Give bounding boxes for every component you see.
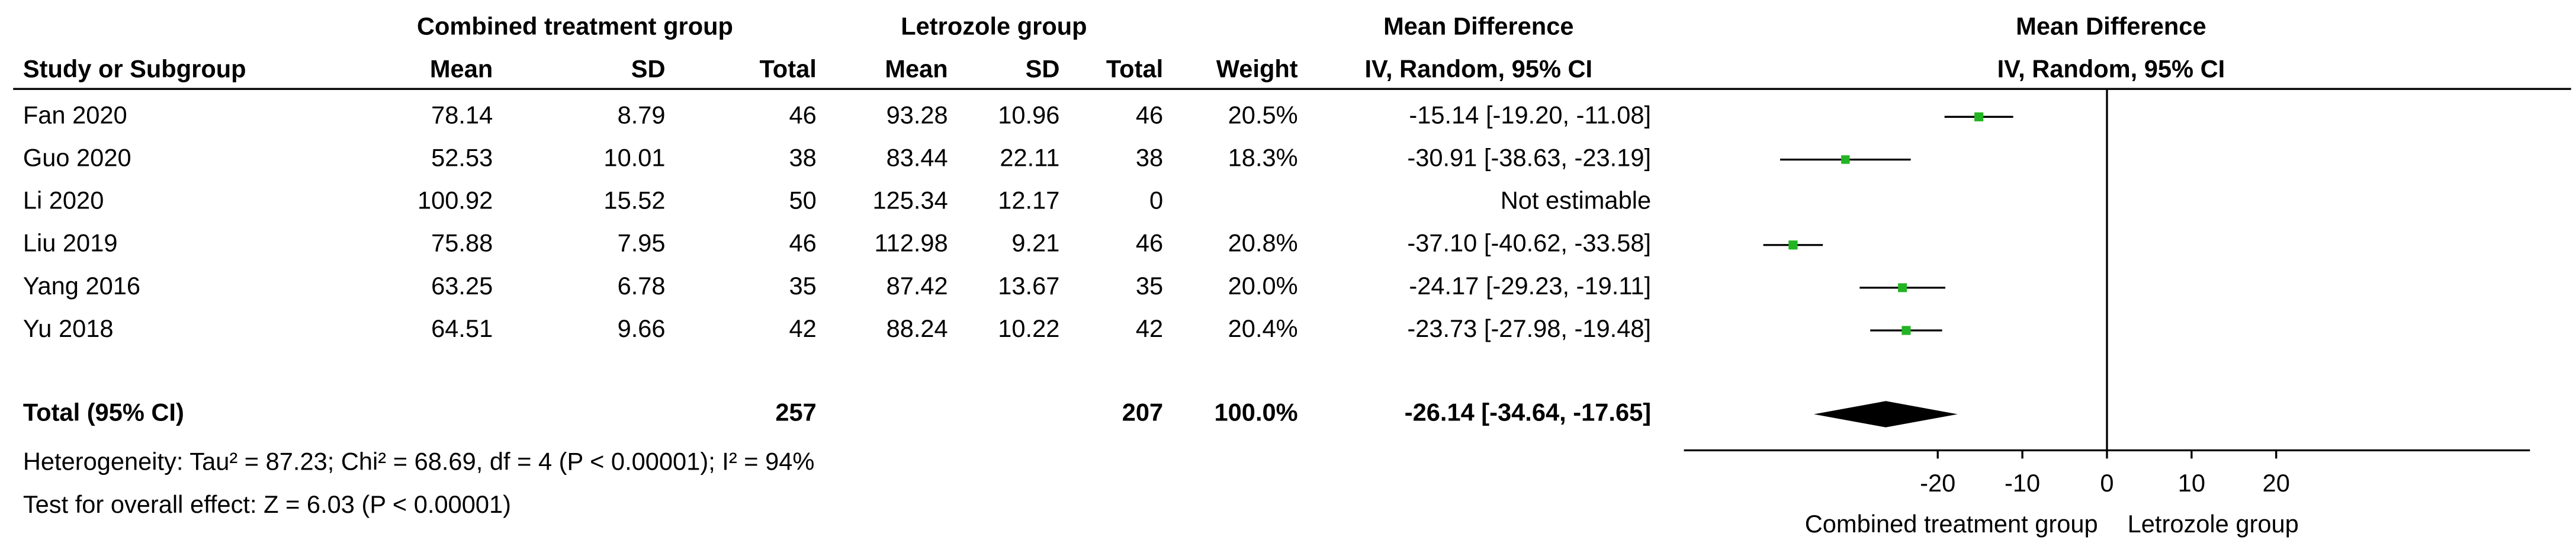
table-cell: 15.52 bbox=[603, 187, 665, 214]
group-header: Mean Difference bbox=[1383, 12, 1573, 40]
study-name: Total (95% CI) bbox=[23, 398, 184, 426]
study-marker bbox=[1788, 240, 1798, 250]
x-label-left: Combined treatment group bbox=[1805, 510, 2098, 538]
study-name: Yu 2018 bbox=[23, 314, 114, 342]
column-header: Mean bbox=[885, 55, 947, 83]
table-cell: 46 bbox=[1136, 229, 1163, 257]
table-cell: 112.98 bbox=[875, 229, 948, 257]
table-cell: 100.92 bbox=[417, 187, 493, 214]
table-cell: 10.22 bbox=[998, 314, 1059, 342]
column-header: Total bbox=[759, 55, 816, 83]
group-header: Mean Difference bbox=[2016, 12, 2206, 40]
table-cell: 75.88 bbox=[431, 229, 493, 257]
table-cell: 6.78 bbox=[618, 272, 666, 300]
table-cell: 35 bbox=[789, 272, 816, 300]
table-cell: -26.14 [-34.64, -17.65] bbox=[1405, 398, 1651, 426]
summary-diamond bbox=[1814, 401, 1958, 428]
group-header: Letrozole group bbox=[901, 12, 1087, 40]
table-cell: 78.14 bbox=[431, 101, 493, 128]
table-cell: 10.96 bbox=[998, 101, 1059, 128]
table-cell: 83.44 bbox=[886, 143, 948, 171]
table-cell: 20.4% bbox=[1228, 314, 1298, 342]
table-cell: 50 bbox=[789, 187, 816, 214]
group-header: Combined treatment group bbox=[417, 12, 733, 40]
study-name: Yang 2016 bbox=[23, 272, 140, 300]
table-cell: 100.0% bbox=[1215, 398, 1298, 426]
column-header: Total bbox=[1106, 55, 1163, 83]
table-cell: -23.73 [-27.98, -19.48] bbox=[1407, 314, 1651, 342]
table-cell: 0 bbox=[1149, 187, 1163, 214]
table-cell: 22.11 bbox=[1000, 143, 1059, 171]
study-name: Guo 2020 bbox=[23, 143, 131, 171]
x-tick-label: -10 bbox=[2005, 469, 2040, 497]
table-cell: -30.91 [-38.63, -23.19] bbox=[1407, 143, 1651, 171]
study-name: Fan 2020 bbox=[23, 101, 127, 128]
table-cell: 42 bbox=[1136, 314, 1163, 342]
table-cell: 10.01 bbox=[603, 143, 665, 171]
table-cell: 87.42 bbox=[886, 272, 948, 300]
study-marker bbox=[1898, 283, 1907, 293]
x-label-right: Letrozole group bbox=[2128, 510, 2299, 538]
column-header: IV, Random, 95% CI bbox=[1997, 55, 2225, 83]
table-cell: 20.8% bbox=[1228, 229, 1298, 257]
table-cell: 207 bbox=[1122, 398, 1163, 426]
study-name: Li 2020 bbox=[23, 187, 104, 214]
table-cell: 64.51 bbox=[431, 314, 493, 342]
study-marker bbox=[1841, 155, 1850, 164]
table-cell: 13.67 bbox=[998, 272, 1059, 300]
table-cell: 125.34 bbox=[872, 187, 947, 214]
table-cell: 42 bbox=[789, 314, 816, 342]
column-header: IV, Random, 95% CI bbox=[1364, 55, 1592, 83]
x-tick-label: -20 bbox=[1920, 469, 1955, 497]
heterogeneity: Heterogeneity: Tau² = 87.23; Chi² = 68.6… bbox=[23, 448, 815, 476]
x-tick-label: 10 bbox=[2178, 469, 2205, 497]
table-cell: 93.28 bbox=[886, 101, 948, 128]
x-tick-label: 20 bbox=[2263, 469, 2290, 497]
table-cell: 35 bbox=[1136, 272, 1163, 300]
table-cell: -37.10 [-40.62, -33.58] bbox=[1407, 229, 1651, 257]
table-cell: 63.25 bbox=[431, 272, 493, 300]
overall-effect: Test for overall effect: Z = 6.03 (P < 0… bbox=[23, 490, 511, 518]
table-cell: 7.95 bbox=[618, 229, 666, 257]
table-cell: Not estimable bbox=[1501, 187, 1651, 214]
table-cell: 8.79 bbox=[618, 101, 666, 128]
table-cell: 46 bbox=[789, 229, 816, 257]
column-header: Mean bbox=[430, 55, 493, 83]
table-cell: 9.21 bbox=[1011, 229, 1059, 257]
table-cell: -15.14 [-19.20, -11.08] bbox=[1409, 101, 1651, 128]
column-header: Weight bbox=[1216, 55, 1298, 83]
table-cell: 257 bbox=[775, 398, 816, 426]
column-header: SD bbox=[1026, 55, 1060, 83]
table-cell: 20.0% bbox=[1228, 272, 1298, 300]
table-cell: 9.66 bbox=[618, 314, 666, 342]
table-cell: 46 bbox=[789, 101, 816, 128]
table-cell: 20.5% bbox=[1228, 101, 1298, 128]
study-name: Liu 2019 bbox=[23, 229, 118, 257]
table-cell: 38 bbox=[1136, 143, 1163, 171]
table-cell: 12.17 bbox=[998, 187, 1059, 214]
table-cell: 46 bbox=[1136, 101, 1163, 128]
table-cell: 38 bbox=[789, 143, 816, 171]
study-marker bbox=[1902, 326, 1911, 335]
table-cell: 88.24 bbox=[886, 314, 948, 342]
study-marker bbox=[1974, 112, 1984, 121]
column-header: Study or Subgroup bbox=[23, 55, 246, 83]
table-cell: -24.17 [-29.23, -19.11] bbox=[1409, 272, 1651, 300]
table-cell: 18.3% bbox=[1228, 143, 1298, 171]
x-tick-label: 0 bbox=[2100, 469, 2114, 497]
table-cell: 52.53 bbox=[431, 143, 493, 171]
column-header: SD bbox=[631, 55, 666, 83]
